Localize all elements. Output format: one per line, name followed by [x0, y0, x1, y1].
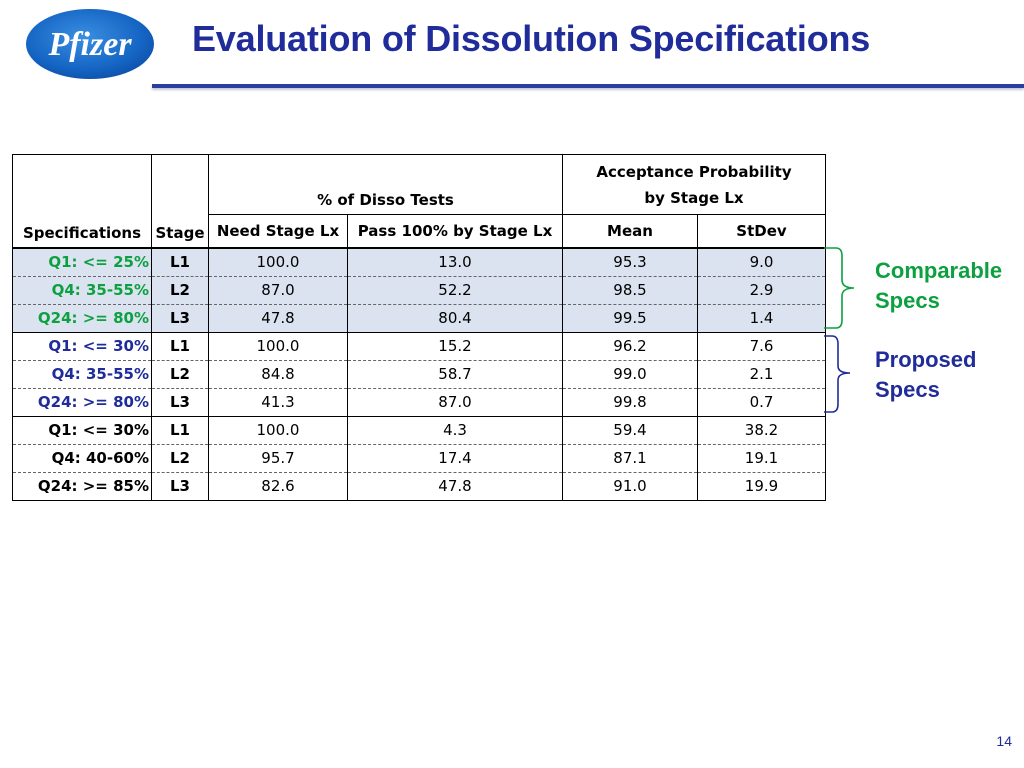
table-row: Q24: >= 80% L3 47.8 80.4 99.5 1.4 [12, 304, 826, 333]
need-cell: 47.8 [208, 304, 348, 333]
stdev-cell: 1.4 [697, 304, 826, 333]
comparable-line1: Comparable [875, 258, 1003, 283]
pass-cell: 13.0 [347, 248, 563, 277]
stage-cell: L2 [151, 444, 209, 473]
dissolution-spec-table: Specifications Stage % of Disso Tests Ac… [12, 154, 826, 501]
table-row: Q24: >= 85% L3 82.6 47.8 91.0 19.9 [12, 472, 826, 501]
stage-cell: L2 [151, 360, 209, 389]
pass-cell: 17.4 [347, 444, 563, 473]
table-row: Q1: <= 30% L1 100.0 15.2 96.2 7.6 [12, 332, 826, 361]
comparable-specs-label: Comparable Specs [875, 256, 1002, 316]
mean-cell: 98.5 [562, 276, 698, 305]
page-title: Evaluation of Dissolution Specifications [192, 18, 871, 59]
need-cell: 100.0 [208, 248, 348, 277]
mean-cell: 99.0 [562, 360, 698, 389]
table-row: Q4: 40-60% L2 95.7 17.4 87.1 19.1 [12, 444, 826, 473]
table-row: Q24: >= 80% L3 41.3 87.0 99.8 0.7 [12, 388, 826, 417]
header-need-stage: Need Stage Lx [208, 214, 348, 249]
stage-cell: L1 [151, 416, 209, 445]
mean-cell: 91.0 [562, 472, 698, 501]
stdev-cell: 19.9 [697, 472, 826, 501]
header-disso-group: % of Disso Tests [208, 154, 563, 215]
need-cell: 82.6 [208, 472, 348, 501]
svg-text:Pfizer: Pfizer [47, 26, 132, 63]
comparable-line2: Specs [875, 288, 940, 313]
pass-cell: 4.3 [347, 416, 563, 445]
stage-cell: L1 [151, 248, 209, 277]
pass-cell: 15.2 [347, 332, 563, 361]
stdev-cell: 19.1 [697, 444, 826, 473]
need-cell: 87.0 [208, 276, 348, 305]
header-stage: Stage [151, 154, 209, 249]
stage-cell: L3 [151, 472, 209, 501]
mean-cell: 95.3 [562, 248, 698, 277]
stdev-cell: 38.2 [697, 416, 826, 445]
need-cell: 41.3 [208, 388, 348, 417]
need-cell: 100.0 [208, 332, 348, 361]
need-cell: 95.7 [208, 444, 348, 473]
stage-cell: L2 [151, 276, 209, 305]
table-row: Q4: 35-55% L2 84.8 58.7 99.0 2.1 [12, 360, 826, 389]
header-specifications: Specifications [12, 154, 152, 249]
table-row: Q4: 35-55% L2 87.0 52.2 98.5 2.9 [12, 276, 826, 305]
spec-cell: Q4: 35-55% [12, 360, 152, 389]
spec-cell: Q24: >= 80% [12, 388, 152, 417]
spec-cell: Q1: <= 25% [12, 248, 152, 277]
proposed-line1: Proposed [875, 347, 977, 372]
header-mean: Mean [562, 214, 698, 249]
title-divider [152, 84, 1024, 88]
pass-cell: 87.0 [347, 388, 563, 417]
spec-cell: Q1: <= 30% [12, 416, 152, 445]
spec-cell: Q4: 35-55% [12, 276, 152, 305]
comparable-brace-icon [824, 247, 855, 329]
proposed-specs-label: Proposed Specs [875, 345, 976, 405]
mean-cell: 87.1 [562, 444, 698, 473]
need-cell: 100.0 [208, 416, 348, 445]
pass-cell: 52.2 [347, 276, 563, 305]
proposed-brace-icon [824, 335, 851, 413]
pass-cell: 80.4 [347, 304, 563, 333]
page-number: 14 [996, 733, 1012, 749]
header-acceptance-line1: Acceptance Probability [596, 163, 792, 181]
pass-cell: 47.8 [347, 472, 563, 501]
header-acceptance-group: Acceptance Probability by Stage Lx [562, 154, 826, 215]
table-row: Q1: <= 25% L1 100.0 13.0 95.3 9.0 [12, 248, 826, 277]
stdev-cell: 2.9 [697, 276, 826, 305]
spec-cell: Q1: <= 30% [12, 332, 152, 361]
pass-cell: 58.7 [347, 360, 563, 389]
mean-cell: 99.5 [562, 304, 698, 333]
need-cell: 84.8 [208, 360, 348, 389]
mean-cell: 99.8 [562, 388, 698, 417]
stdev-cell: 9.0 [697, 248, 826, 277]
stage-cell: L3 [151, 304, 209, 333]
header-stdev: StDev [697, 214, 826, 249]
spec-cell: Q24: >= 85% [12, 472, 152, 501]
pfizer-logo-icon: Pfizer [26, 9, 154, 79]
pfizer-logo: Pfizer [24, 7, 156, 81]
stdev-cell: 7.6 [697, 332, 826, 361]
spec-cell: Q24: >= 80% [12, 304, 152, 333]
mean-cell: 59.4 [562, 416, 698, 445]
stage-cell: L1 [151, 332, 209, 361]
stdev-cell: 0.7 [697, 388, 826, 417]
stdev-cell: 2.1 [697, 360, 826, 389]
header-pass-100: Pass 100% by Stage Lx [347, 214, 563, 249]
mean-cell: 96.2 [562, 332, 698, 361]
stage-cell: L3 [151, 388, 209, 417]
spec-cell: Q4: 40-60% [12, 444, 152, 473]
proposed-line2: Specs [875, 377, 940, 402]
header-acceptance-line2: by Stage Lx [644, 189, 744, 207]
table-row: Q1: <= 30% L1 100.0 4.3 59.4 38.2 [12, 416, 826, 445]
